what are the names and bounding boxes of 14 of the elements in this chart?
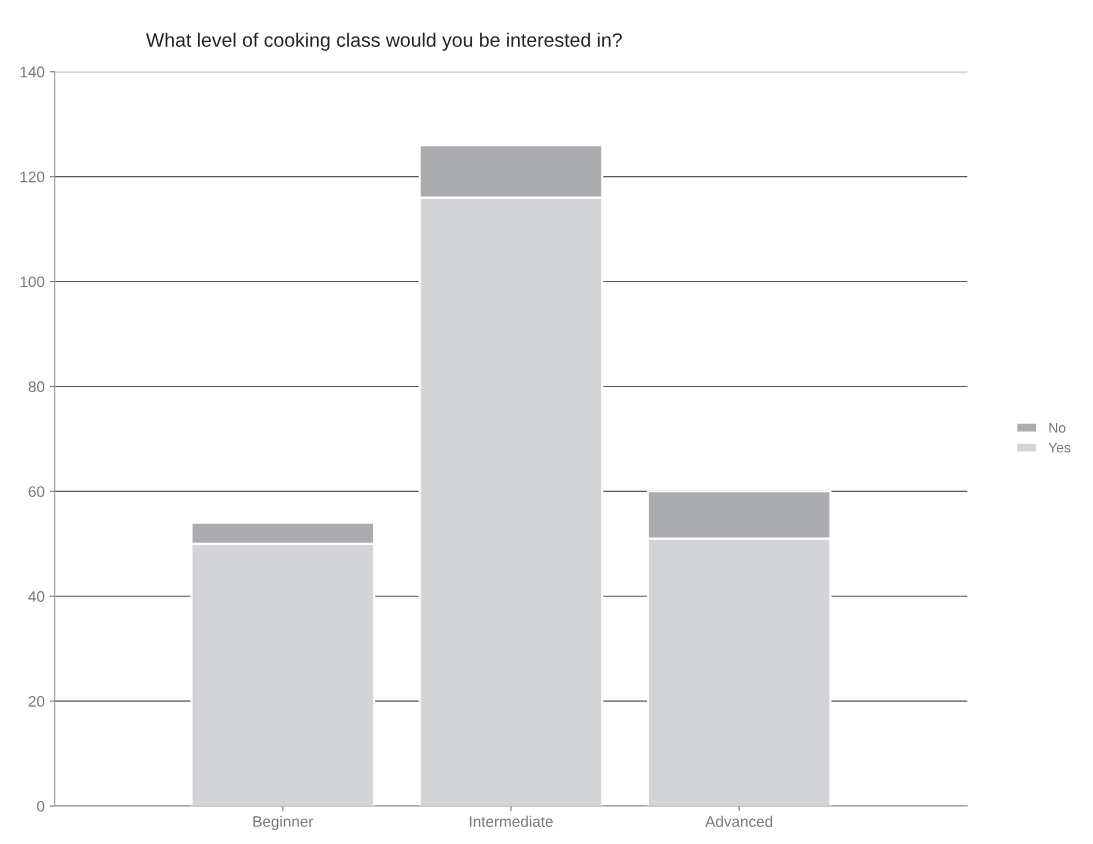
legend-label: No: [1049, 422, 1066, 433]
legend-label: Yes: [1048, 442, 1071, 453]
y-tick-label: 60: [28, 486, 45, 498]
y-tick-label: 140: [20, 66, 45, 78]
y-tick-label: 120: [20, 171, 45, 183]
y-tick-label: 100: [20, 276, 45, 288]
x-tick-label: Intermediate: [469, 815, 553, 827]
y-tick-label: 20: [28, 695, 45, 707]
chart-title: What level of cooking class would you be interested in?: [146, 32, 622, 51]
x-tick-label: Beginner: [253, 815, 314, 830]
x-tick-label: Advanced: [705, 815, 773, 827]
y-tick-label: 80: [28, 381, 45, 393]
y-tick-label: 40: [28, 591, 45, 602]
y-tick-label: 0: [37, 800, 45, 812]
